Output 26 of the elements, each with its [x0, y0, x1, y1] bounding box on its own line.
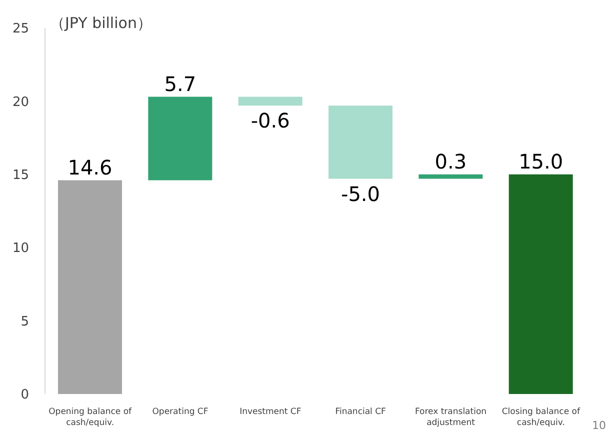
x-tick-label: Opening balance of cash/equiv. — [48, 407, 133, 428]
y-axis-title: （JPY billion） — [50, 14, 152, 33]
data-label: 0.3 — [434, 149, 467, 174]
bar — [328, 106, 392, 179]
data-label: 15.0 — [518, 149, 564, 174]
x-tick-label: Forex translation adjustment — [414, 407, 487, 428]
data-label: -5.0 — [340, 182, 380, 206]
data-label: 5.7 — [164, 72, 196, 96]
y-tick-label: 5 — [20, 314, 29, 330]
data-label: -0.6 — [250, 108, 290, 133]
y-tick-label: 0 — [20, 388, 29, 403]
bar — [418, 174, 483, 179]
x-tick-label: Investment CF — [240, 407, 302, 417]
y-tick-label: 20 — [12, 94, 29, 110]
y-tick-label: 25 — [12, 22, 29, 37]
bar — [58, 180, 122, 394]
y-tick-label: 15 — [12, 168, 29, 184]
bar — [148, 96, 212, 180]
data-label: 14.6 — [68, 155, 112, 180]
y-tick-label: 10 — [12, 241, 29, 256]
x-tick-label: Operating CF — [152, 407, 208, 417]
text: 10 — [592, 419, 606, 432]
bar — [508, 174, 573, 394]
x-tick-label: Closing balance of cash/equiv. — [502, 407, 581, 428]
bar — [238, 96, 302, 106]
x-tick-label: Financial CF — [335, 407, 386, 417]
